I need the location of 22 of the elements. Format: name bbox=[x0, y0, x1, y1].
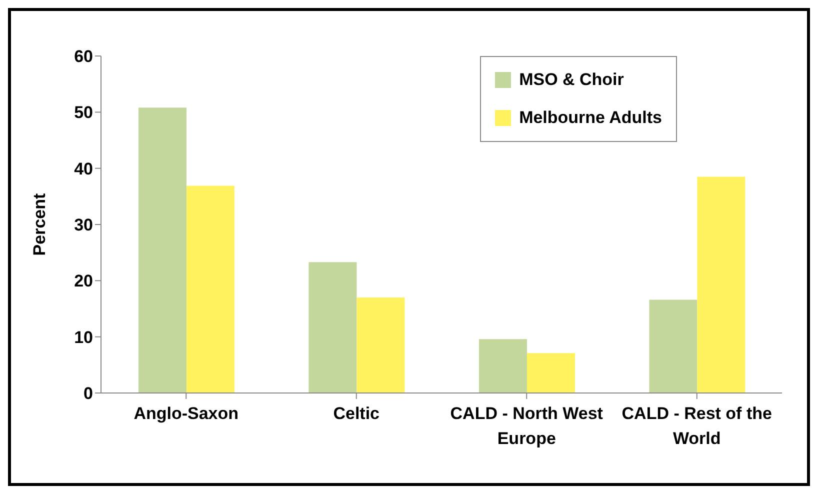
bar bbox=[308, 262, 357, 393]
y-tick-label: 60 bbox=[74, 47, 93, 66]
y-tick-label: 20 bbox=[74, 272, 93, 291]
y-tick-label: 30 bbox=[74, 216, 93, 235]
y-axis-title: Percent bbox=[30, 192, 50, 256]
y-tick-label: 40 bbox=[74, 159, 93, 178]
bar bbox=[697, 176, 746, 393]
bar bbox=[356, 298, 405, 393]
legend-label: Melbourne Adults bbox=[519, 108, 662, 128]
legend-label: MSO & Choir bbox=[519, 70, 624, 90]
x-tick-label: CALD - Rest of the World bbox=[622, 404, 772, 448]
x-tick-label: Celtic bbox=[333, 404, 380, 423]
bar bbox=[526, 353, 575, 393]
y-tick-label: 10 bbox=[74, 328, 93, 347]
x-tick-label: CALD - North West Europe bbox=[450, 404, 604, 448]
bar bbox=[186, 186, 234, 393]
x-tick-label: Anglo-Saxon bbox=[134, 404, 239, 423]
y-tick-label: 50 bbox=[74, 103, 93, 122]
y-tick-label: 0 bbox=[84, 384, 93, 404]
bar bbox=[649, 300, 698, 393]
bar bbox=[478, 339, 527, 393]
bar bbox=[138, 108, 186, 393]
